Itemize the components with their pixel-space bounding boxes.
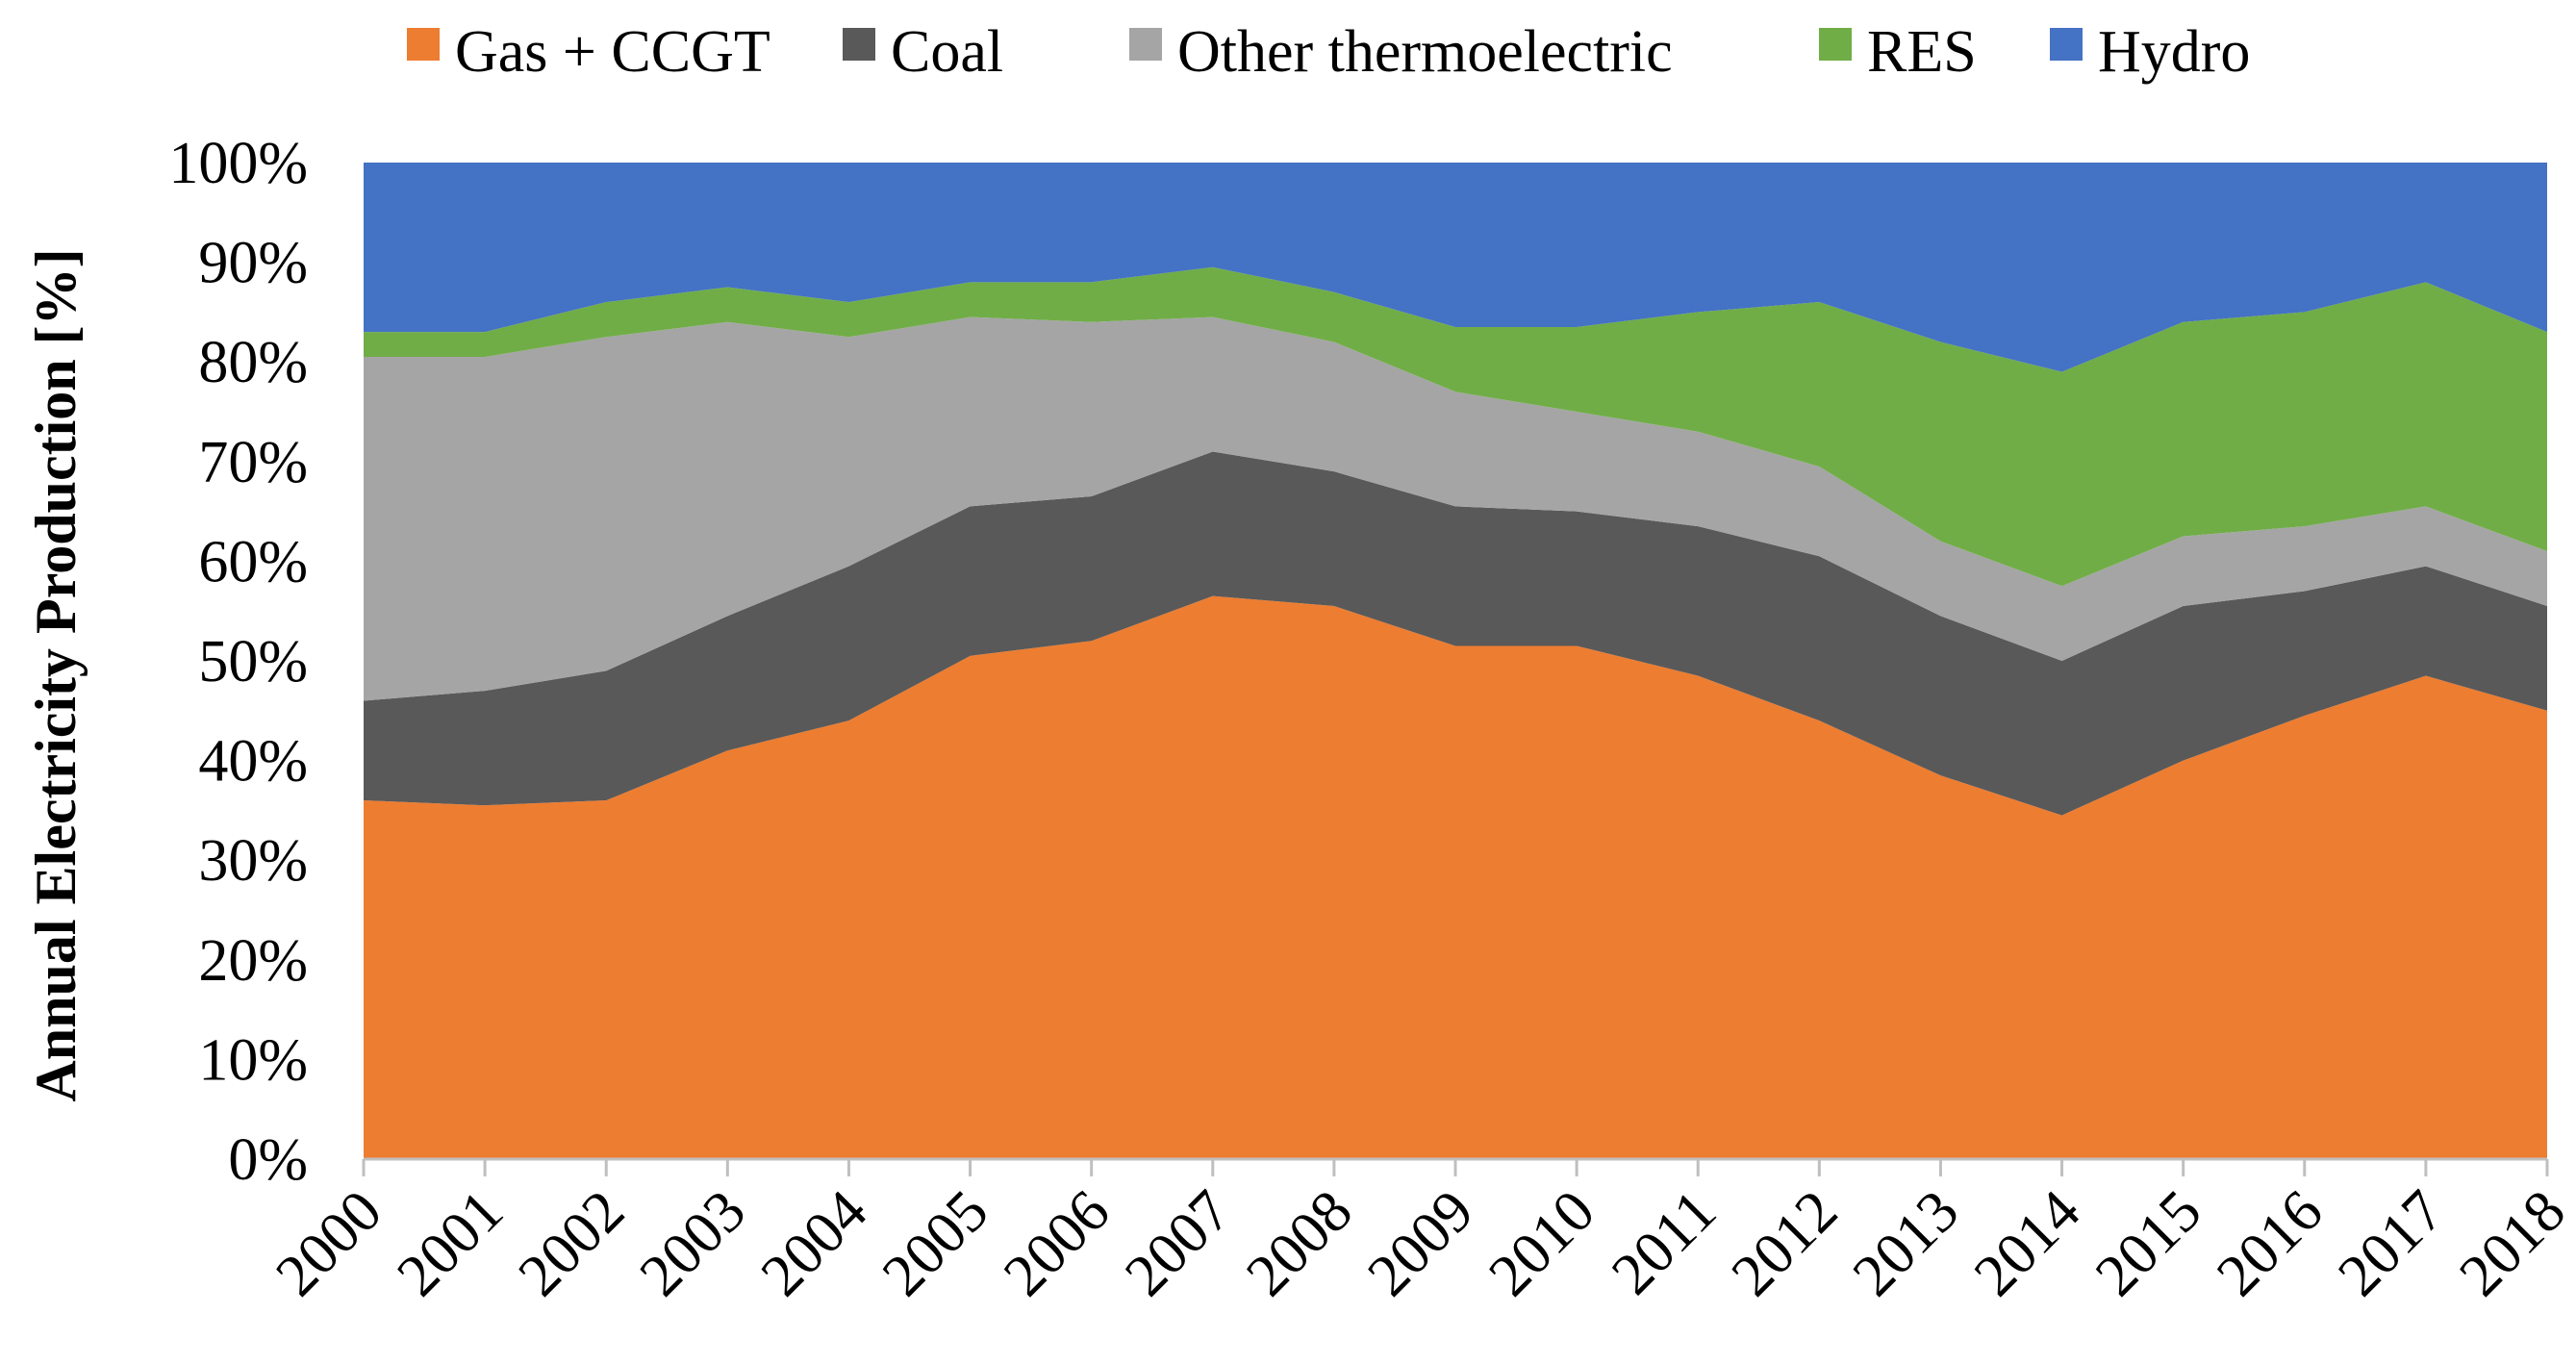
y-tick-label: 90%: [198, 231, 308, 296]
x-tick-label: 2012: [1719, 1178, 1850, 1309]
y-axis-ticks: 0% 10% 20% 30% 40% 50% 60% 70% 80% 90% 100%: [168, 131, 308, 1193]
legend: Gas + CCGT Coal Other thermoelectric RES Hyd…: [407, 19, 2250, 85]
y-tick-label: 100%: [168, 131, 308, 196]
x-tick-label: 2004: [749, 1178, 880, 1309]
x-tick-label: 2001: [385, 1178, 516, 1309]
x-axis-ticks: 2000200120022003200420052006200720082009…: [264, 1159, 2576, 1309]
x-tick-label: 2006: [992, 1178, 1123, 1309]
legend-label-gas-ccgt: Gas + CCGT: [455, 19, 770, 85]
legend-swatch-gas-ccgt: [407, 28, 440, 61]
legend-label-other-thermoelectric: Other thermoelectric: [1177, 19, 1673, 85]
legend-label-coal: Coal: [891, 19, 1003, 85]
x-tick-label: 2005: [871, 1178, 1001, 1309]
legend-swatch-other-thermoelectric: [1129, 28, 1162, 61]
y-tick-label: 10%: [198, 1027, 308, 1093]
area-hydro: [364, 163, 2547, 372]
legend-label-res: RES: [1867, 19, 1977, 85]
x-tick-label: 2011: [1600, 1178, 1729, 1307]
y-tick-label: 70%: [198, 430, 308, 495]
y-tick-label: 30%: [198, 828, 308, 894]
x-tick-label: 2013: [1841, 1178, 1972, 1309]
x-tick-label: 2014: [1962, 1178, 2093, 1309]
x-tick-label: 2018: [2447, 1178, 2576, 1309]
area-res: [364, 266, 2547, 587]
y-tick-label: 60%: [198, 529, 308, 594]
area-coal: [364, 451, 2547, 816]
y-tick-label: 50%: [198, 629, 308, 695]
x-tick-label: 2002: [506, 1178, 637, 1309]
legend-swatch-res: [1819, 28, 1852, 61]
x-tick-label: 2010: [1477, 1178, 1607, 1309]
area-gas-ccgt: [364, 595, 2547, 1159]
x-tick-label: 2016: [2205, 1178, 2336, 1309]
y-tick-label: 40%: [198, 729, 308, 795]
x-tick-label: 2007: [1113, 1178, 1244, 1309]
legend-label-hydro: Hydro: [2098, 19, 2250, 85]
legend-swatch-coal: [843, 28, 875, 61]
legend-swatch-hydro: [2050, 28, 2083, 61]
y-tick-label: 80%: [198, 330, 308, 395]
x-tick-label: 2015: [2084, 1178, 2214, 1309]
area-other-thermoelectric: [364, 316, 2547, 701]
area-series: [364, 163, 2547, 1159]
x-tick-label: 2009: [1355, 1178, 1486, 1309]
x-tick-label: 2003: [627, 1178, 758, 1309]
y-tick-label: 0%: [228, 1127, 308, 1193]
y-axis-title: Annual Electricity Production [%]: [24, 248, 88, 1101]
x-tick-label: 2017: [2326, 1178, 2457, 1309]
x-tick-label: 2008: [1234, 1178, 1365, 1309]
y-tick-label: 20%: [198, 928, 308, 994]
x-tick-label: 2000: [264, 1178, 394, 1309]
